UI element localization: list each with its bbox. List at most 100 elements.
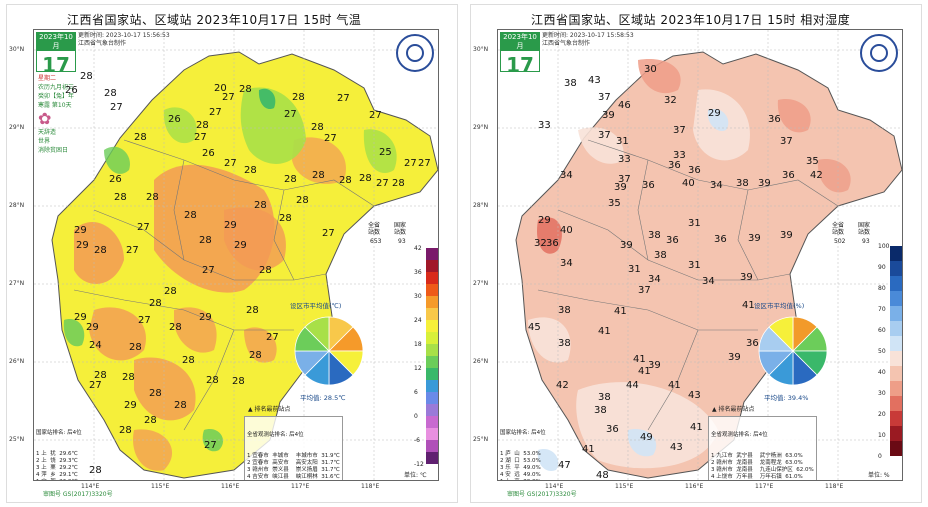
station-value: 27 (369, 110, 382, 121)
average-value: 平均值: 39.4% (764, 394, 809, 402)
legend-tick: 6 (414, 389, 418, 396)
station-value: 27 (126, 245, 139, 256)
longitude-label: 114°E (81, 483, 100, 490)
legend-tick: 100 (878, 243, 890, 250)
map-frame: 2023年10月 17 更新时间: 2023-10-17 15:56:53 江西… (33, 29, 439, 481)
ranking-row: 2 宜春市 高安市 高安太阳 31.7℃ (247, 460, 340, 466)
station-value: 38 (654, 250, 667, 261)
update-info: 更新时间: 2023-10-17 15:58:53 江西省气象台制作 (542, 32, 634, 48)
station-count: 653 (370, 238, 382, 245)
legend-tick: 24 (414, 317, 422, 324)
station-value: 28 (206, 375, 219, 386)
legend-tick: 30 (878, 390, 886, 397)
station-value: 31 (688, 218, 701, 229)
all-ranking-title: 全省观测站排名: 后4位 (247, 432, 304, 438)
station-value: 28 (311, 122, 324, 133)
station-value: 34 (702, 276, 715, 287)
station-value: 39 (780, 230, 793, 241)
star-note: ▲ 排名最前站点 (712, 406, 755, 413)
station-value: 28 (129, 342, 142, 353)
latitude-label: 29°N (473, 124, 489, 131)
latitude-label: 27°N (473, 280, 489, 287)
station-value: 28 (292, 92, 305, 103)
station-value: 28 (174, 400, 187, 411)
average-value: 平均值: 28.5℃ (300, 394, 346, 402)
station-value: 24 (89, 340, 102, 351)
calendar-month: 2023年10月 (501, 33, 539, 51)
station-value: 29 (74, 225, 87, 236)
station-value: 28 (232, 376, 245, 387)
station-value: 38 (558, 305, 571, 316)
station-value: 46 (618, 100, 631, 111)
station-count: 502 (834, 238, 846, 245)
station-value: 28 (182, 355, 195, 366)
legend-tick: -12 (414, 461, 424, 468)
station-value: 39 (740, 272, 753, 283)
station-value: 36 (714, 234, 727, 245)
station-value: 28 (244, 165, 257, 176)
station-value: 29 (124, 400, 137, 411)
station-value: 29 (224, 220, 237, 231)
longitude-label: 118°E (361, 483, 380, 490)
station-value: 41 (582, 444, 595, 455)
longitude-label: 118°E (825, 483, 844, 490)
latitude-label: 27°N (9, 280, 25, 287)
station-value: 41 (614, 306, 627, 317)
station-value: 28 (169, 322, 182, 333)
district-pie (758, 316, 828, 386)
panel-title: 江西省国家站、区域站 2023年10月17日 15时 相对湿度 (531, 13, 851, 27)
station-value: 39 (602, 110, 615, 121)
map-approval: 审图号 GS(2017)3320号 (43, 491, 113, 498)
latitude-label: 26°N (473, 358, 489, 365)
ranking-row: 2 上 饶 29.3℃ (36, 458, 78, 464)
station-value: 28 (134, 132, 147, 143)
station-value: 39 (620, 240, 633, 251)
station-value: 29 (86, 322, 99, 333)
calendar-badge: 2023年10月 17 (36, 32, 76, 77)
world-day: 世界 消除贫困日 (38, 138, 69, 154)
legend-swatch (890, 336, 902, 351)
ranking-row: 1 庐 山 53.0% (500, 451, 541, 457)
longitude-label: 115°E (615, 483, 634, 490)
station-value: 29 (234, 240, 247, 251)
station-value: 47 (558, 460, 571, 471)
longitude-labels: 114°E 115°E 116°E 117°E 118°E (497, 483, 903, 493)
station-value: 26 (65, 85, 78, 96)
station-value: 27 (202, 265, 215, 276)
legend-tick: 36 (414, 269, 422, 276)
station-value: 43 (588, 75, 601, 86)
ranking-row: 1 九江市 武宁县 武宁杨洲 63.0% (711, 453, 803, 459)
station-value: 36 (642, 180, 655, 191)
legend-tick: 0 (414, 413, 418, 420)
legend-swatch (426, 248, 438, 260)
station-value: 29 (538, 215, 551, 226)
station-value: 37 (618, 174, 631, 185)
station-value: 38 (598, 392, 611, 403)
station-value: 28 (94, 245, 107, 256)
legend-swatch (890, 366, 902, 381)
longitude-label: 115°E (151, 483, 170, 490)
color-legend (426, 248, 438, 464)
station-value: 31 (688, 260, 701, 271)
station-value: 27 (209, 107, 222, 118)
legend-swatch (890, 261, 902, 276)
update-info: 更新时间: 2023-10-17 15:56:53 江西省气象台制作 (78, 32, 170, 48)
panel-title: 江西省国家站、区域站 2023年10月17日 15时 气温 (67, 13, 362, 27)
legend-tick: 70 (878, 306, 886, 313)
legend-tick: 30 (414, 293, 422, 300)
station-value: 33 (538, 120, 551, 131)
station-value: 27 (204, 440, 217, 451)
legend-swatch (890, 351, 902, 366)
longitude-label: 117°E (291, 483, 310, 490)
station-value: 36 (666, 235, 679, 246)
calendar-day: 17 (42, 53, 70, 77)
producer: 江西省气象台制作 (542, 40, 591, 47)
ranking-row: 3 上 栗 29.2℃ (36, 465, 78, 471)
legend-tick: 90 (878, 264, 886, 271)
station-value: 43 (688, 390, 701, 401)
station-value: 38 (648, 230, 661, 241)
ranking-row: 1 上 高 30.0% (500, 479, 546, 480)
station-value: 37 (598, 92, 611, 103)
station-value: 42 (810, 170, 823, 181)
latitude-label: 28°N (473, 202, 489, 209)
